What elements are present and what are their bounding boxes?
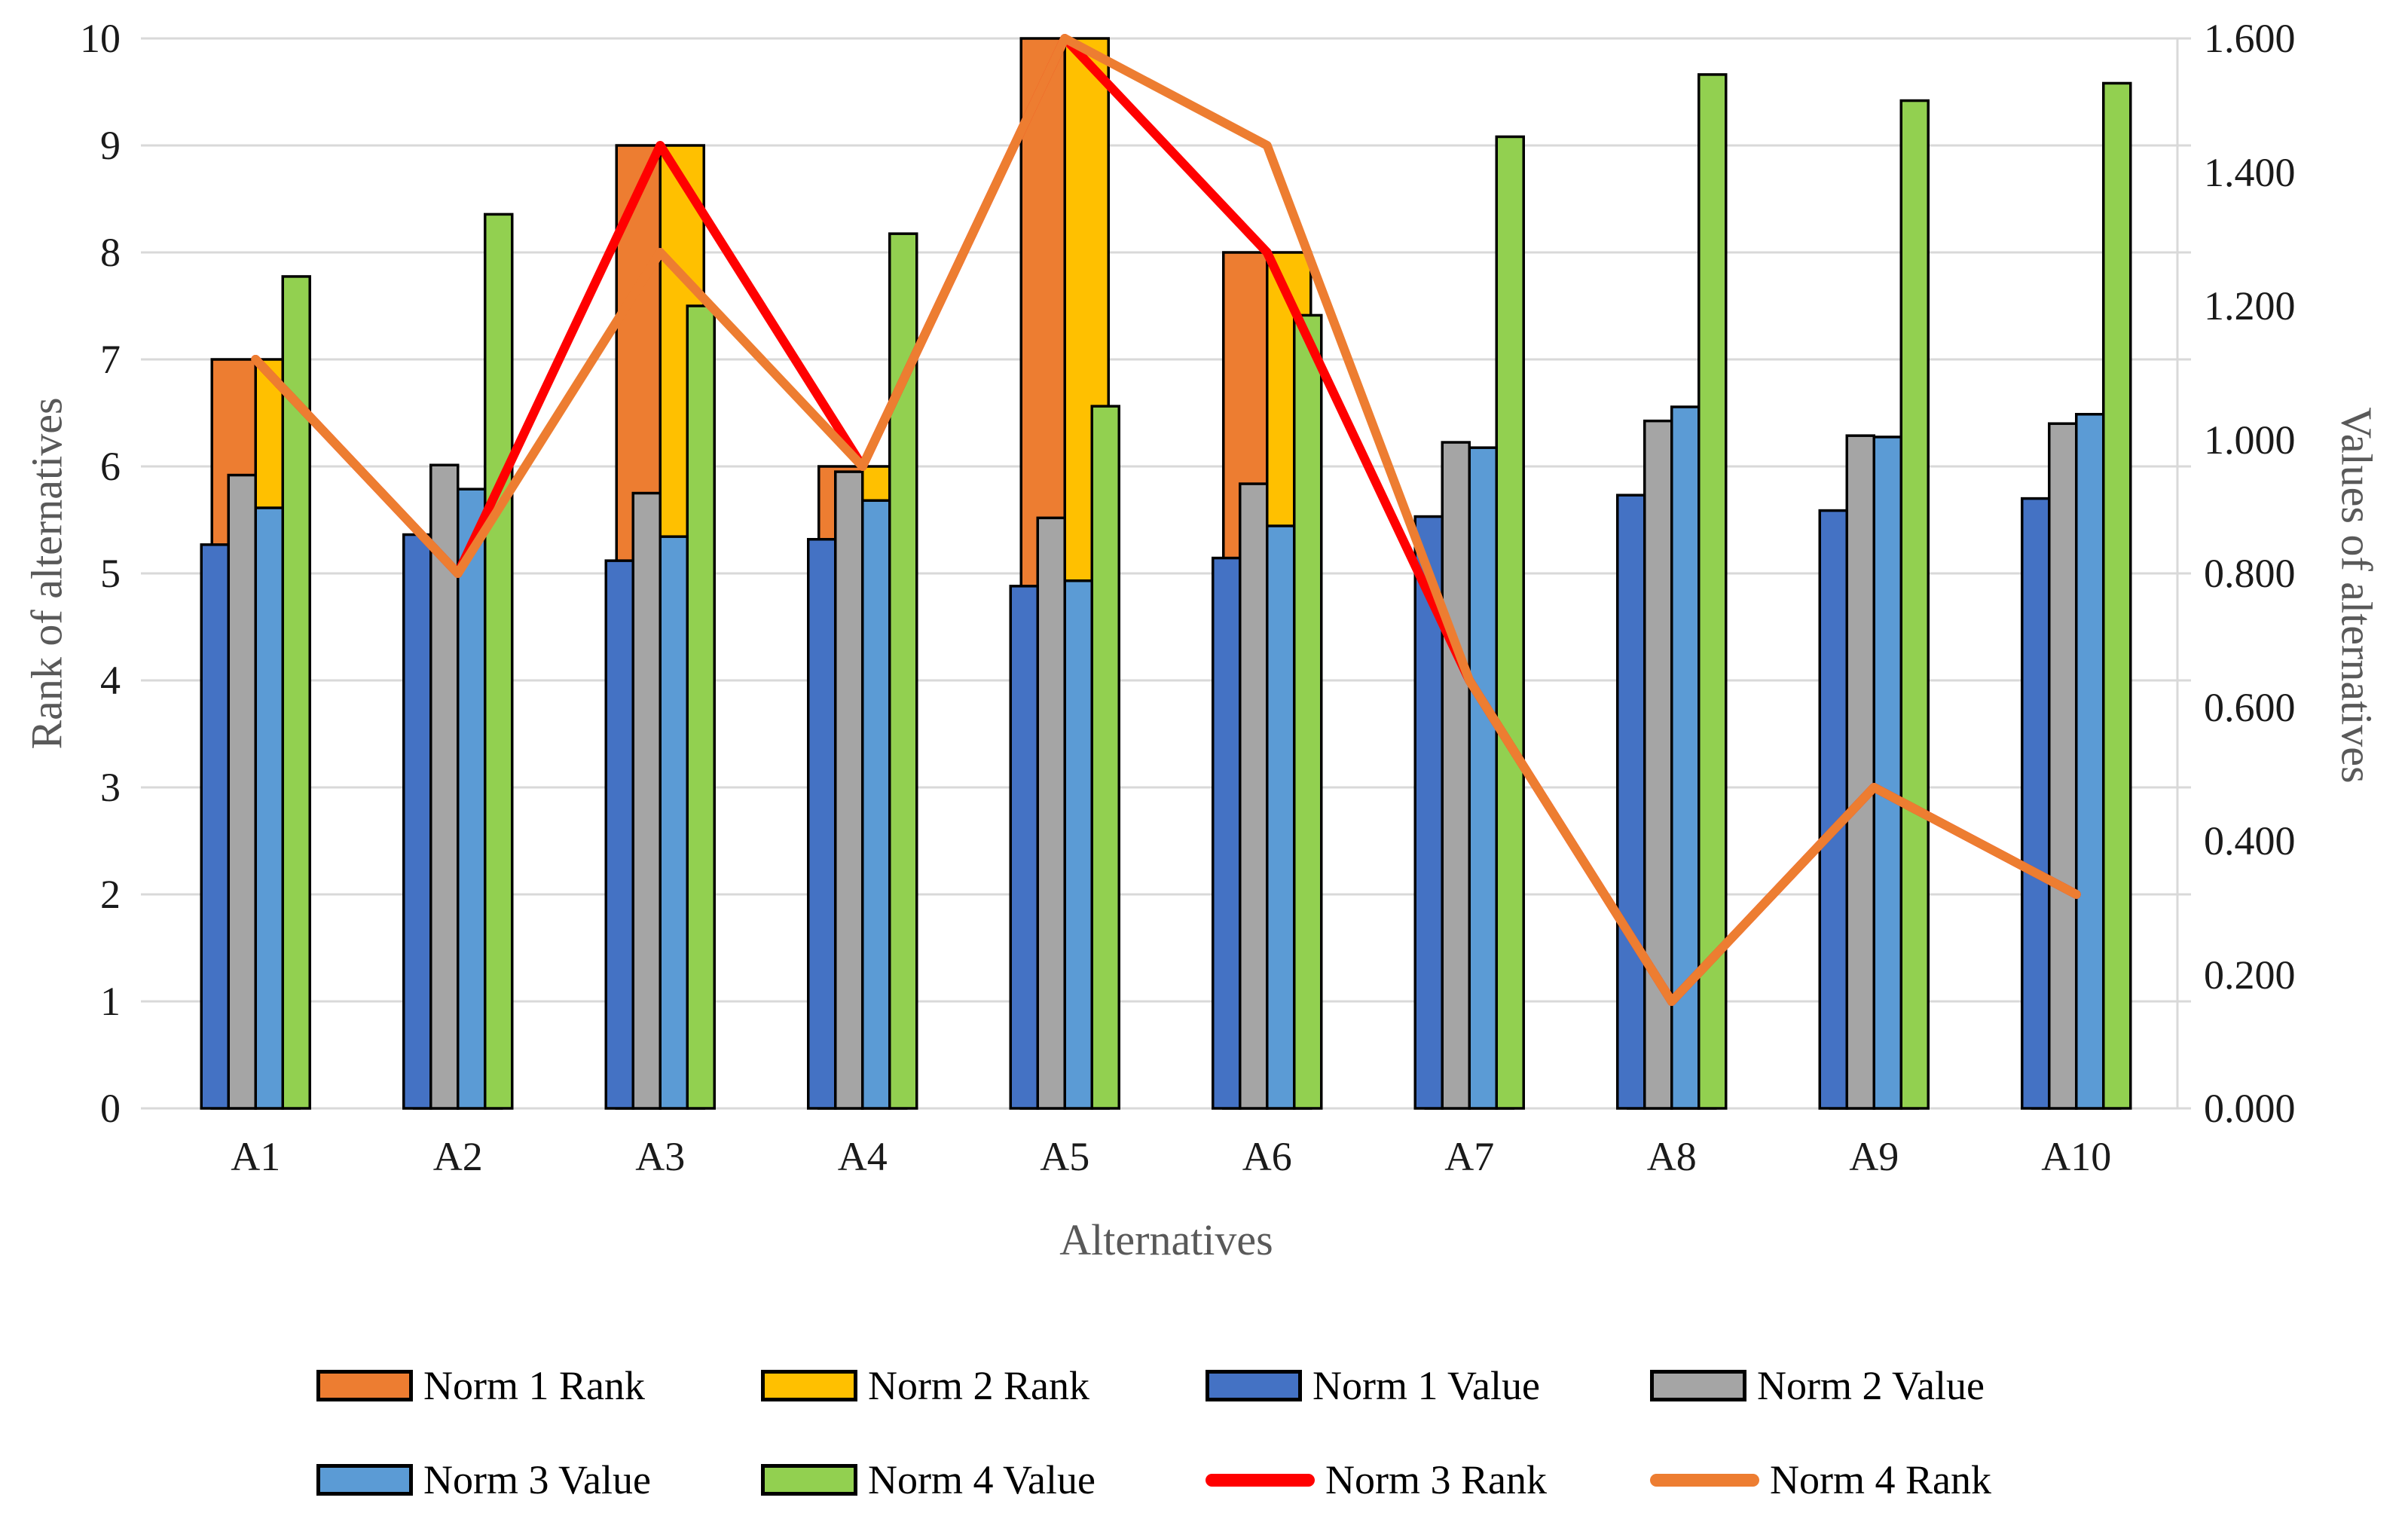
left-axis-tick-label: 9 <box>100 123 121 168</box>
x-axis-tick-label: A10 <box>2041 1134 2112 1179</box>
bar-norm-3-value-A4 <box>861 499 891 1110</box>
bar-norm-4-value-A5 <box>1090 405 1120 1110</box>
bar-norm-2-value-A10 <box>2048 422 2078 1110</box>
bar-norm-2-value-A8 <box>1643 419 1673 1110</box>
bar-norm-4-value-A1 <box>281 275 311 1110</box>
x-axis-tick-label: A4 <box>837 1134 888 1179</box>
legend-item-norm-2-value: Norm 2 Value <box>1650 1363 1985 1408</box>
x-axis-tick-label: A5 <box>1040 1134 1090 1179</box>
bar-norm-3-value-A7 <box>1468 446 1498 1110</box>
bar-norm-1-value-A9 <box>1818 509 1848 1110</box>
bar-norm-3-value-A2 <box>457 488 487 1110</box>
legend-item-norm-3-value: Norm 3 Value <box>316 1457 651 1502</box>
legend-swatch-norm-3-rank-line-icon <box>1206 1473 1315 1487</box>
bar-norm-4-value-A10 <box>2102 81 2132 1110</box>
legend-item-norm-3-rank: Norm 3 Rank <box>1206 1457 1547 1502</box>
bar-norm-1-value-A10 <box>2021 497 2051 1110</box>
bar-norm-2-value-A9 <box>1845 434 1875 1110</box>
left-axis-title: Rank of alternatives <box>22 397 72 750</box>
legend-swatch-norm-3-value-icon <box>316 1464 413 1496</box>
bar-norm-2-value-A7 <box>1441 441 1471 1110</box>
left-axis-tick-label: 6 <box>100 444 121 489</box>
bar-norm-4-value-A6 <box>1293 313 1323 1110</box>
legend-label: Norm 2 Rank <box>868 1363 1089 1408</box>
legend-item-norm-2-rank: Norm 2 Rank <box>761 1363 1089 1408</box>
right-axis-tick-label: 0.000 <box>2204 1086 2296 1131</box>
bar-norm-1-value-A4 <box>807 537 837 1110</box>
bar-norm-2-value-A4 <box>834 470 864 1110</box>
legend-swatch-norm-4-value-icon <box>761 1464 857 1496</box>
right-axis-tick-label: 0.800 <box>2204 551 2296 596</box>
right-axis-tick-label: 0.400 <box>2204 818 2296 863</box>
legend-swatch-norm-1-rank-icon <box>316 1370 413 1401</box>
legend-label: Norm 4 Value <box>868 1457 1096 1502</box>
x-axis-tick-label: A2 <box>432 1134 483 1179</box>
bar-norm-4-value-A8 <box>1698 73 1728 1110</box>
left-axis-tick-label: 0 <box>100 1086 121 1131</box>
legend-item-norm-4-rank: Norm 4 Rank <box>1650 1457 1991 1502</box>
right-axis-tick-label: 1.400 <box>2204 149 2296 195</box>
bar-norm-1-value-A1 <box>200 543 230 1110</box>
left-axis-tick-label: 2 <box>100 872 121 917</box>
legend-label: Norm 4 Rank <box>1770 1457 1991 1502</box>
line-norm-4-rank <box>251 34 2081 1006</box>
bar-norm-1-value-A3 <box>604 559 634 1110</box>
bar-norm-2-value-A3 <box>631 491 662 1110</box>
left-axis-tick-label: 1 <box>100 979 121 1024</box>
legend-label: Norm 1 Rank <box>423 1363 645 1408</box>
x-axis-tick-label: A8 <box>1646 1134 1697 1179</box>
x-axis-tick-label: A1 <box>231 1134 281 1179</box>
bar-norm-2-value-A5 <box>1036 516 1066 1110</box>
legend-label: Norm 1 Value <box>1312 1363 1540 1408</box>
bar-norm-3-value-A6 <box>1266 524 1296 1110</box>
left-axis-tick-label: 4 <box>100 658 121 703</box>
bar-norm-3-value-A1 <box>254 506 284 1110</box>
right-axis-tick-label: 1.600 <box>2204 16 2296 61</box>
left-axis-tick-label: 10 <box>80 16 121 61</box>
bar-norm-1-value-A5 <box>1009 585 1039 1110</box>
x-axis-title: Alternatives <box>1059 1215 1273 1264</box>
bar-norm-1-value-A8 <box>1616 494 1646 1110</box>
right-axis-tick-label: 0.600 <box>2204 684 2296 730</box>
x-axis-tick-label: A9 <box>1849 1134 1899 1179</box>
right-axis-tick-label: 1.200 <box>2204 283 2296 329</box>
bar-norm-3-value-A5 <box>1063 579 1093 1110</box>
x-axis-tick-label: A3 <box>635 1134 686 1179</box>
left-axis-tick-label: 3 <box>100 765 121 810</box>
left-axis-tick-label: 7 <box>100 337 121 382</box>
legend-item-norm-1-rank: Norm 1 Rank <box>316 1363 645 1408</box>
right-axis-title: Values of alternatives <box>2332 407 2382 784</box>
left-axis-tick-label: 8 <box>100 230 121 275</box>
legend-label: Norm 3 Rank <box>1325 1457 1547 1502</box>
legend-item-norm-1-value: Norm 1 Value <box>1206 1363 1540 1408</box>
x-axis-tick-label: A6 <box>1242 1134 1292 1179</box>
legend-swatch-norm-1-value-icon <box>1206 1370 1302 1401</box>
legend-label: Norm 3 Value <box>423 1457 651 1502</box>
bar-norm-1-value-A6 <box>1212 556 1242 1110</box>
bar-norm-3-value-A10 <box>2075 413 2105 1110</box>
bar-norm-4-value-A3 <box>686 304 716 1110</box>
legend-swatch-norm-2-rank-icon <box>761 1370 857 1401</box>
bar-norm-3-value-A9 <box>1872 436 1902 1110</box>
bar-norm-3-value-A3 <box>659 535 689 1110</box>
legend-item-norm-4-value: Norm 4 Value <box>761 1457 1096 1502</box>
left-axis-tick-label: 5 <box>100 551 121 596</box>
legend-swatch-norm-2-value-icon <box>1650 1370 1746 1401</box>
right-axis-tick-label: 0.200 <box>2204 952 2296 998</box>
bar-norm-4-value-A2 <box>484 212 514 1110</box>
right-axis-tick-label: 1.000 <box>2204 417 2296 463</box>
legend-swatch-norm-4-rank-line-icon <box>1650 1473 1759 1487</box>
bar-norm-2-value-A6 <box>1239 482 1269 1110</box>
bar-norm-4-value-A9 <box>1899 99 1930 1110</box>
bar-norm-1-value-A2 <box>402 533 432 1110</box>
legend-label: Norm 2 Value <box>1757 1363 1985 1408</box>
x-axis-tick-label: A7 <box>1444 1134 1495 1179</box>
bar-norm-4-value-A7 <box>1495 135 1525 1110</box>
bar-norm-2-value-A1 <box>227 473 257 1110</box>
